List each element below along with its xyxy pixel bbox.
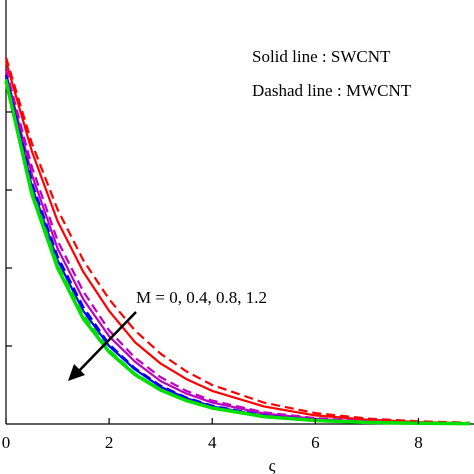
x-tick-label-2: 4: [208, 433, 217, 452]
x-tick-label-0: 0: [2, 433, 11, 452]
x-tick-label-4: 8: [414, 433, 423, 452]
x-tick-label-1: 2: [105, 433, 114, 452]
series-line-1: [4, 57, 471, 424]
series-layer: [4, 57, 471, 426]
legend-dashed-text: Dashad line : MWCNT: [252, 81, 412, 100]
series-line-7: [4, 78, 471, 425]
series-line-3: [4, 68, 471, 425]
plot-area: [5, 0, 474, 425]
series-line-0: [4, 60, 471, 425]
parameter-label: M = 0, 0.4, 0.8, 1.2: [136, 288, 267, 307]
series-line-5: [4, 74, 471, 425]
legend-solid-text: Solid line : SWCNT: [252, 47, 391, 66]
x-tick-label-3: 6: [311, 433, 320, 452]
tick-layer: 0 2 4 6 8: [2, 111, 423, 452]
x-axis-label: ς: [269, 456, 276, 474]
direction-arrow: [68, 311, 137, 381]
